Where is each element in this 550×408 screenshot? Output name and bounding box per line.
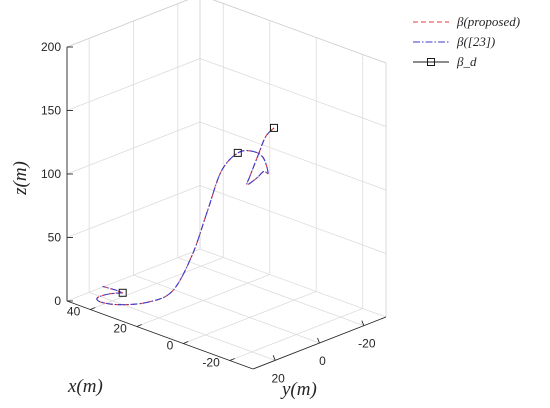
pane-edge — [212, 0, 387, 64]
z-tick-label: 200 — [41, 40, 61, 54]
transient-line-ref23 — [102, 285, 123, 294]
desired-marker — [270, 123, 278, 132]
x-axis-label: x(m) — [67, 376, 103, 397]
wall-x-gridline-horizontal — [66, 58, 201, 111]
y-tick-label: 20 — [271, 371, 285, 385]
desired-marker — [118, 288, 127, 297]
wall-y-gridline-horizontal — [199, 58, 387, 127]
floor-gridline-y — [133, 274, 320, 344]
z-tick-label: 100 — [41, 167, 61, 181]
wall-x-gridline-horizontal — [66, 248, 201, 302]
wall-x-gridline-horizontal — [66, 121, 201, 175]
y-tick-label: 0 — [319, 354, 326, 368]
x-axis-line — [66, 300, 254, 370]
x-tick — [183, 341, 189, 344]
x-tick — [229, 358, 235, 361]
x-tick — [90, 307, 96, 310]
labels-layer: x(m) y(m) z(m) — [10, 161, 317, 400]
floor-gridline-y — [177, 257, 364, 327]
data-layer — [96, 123, 278, 306]
z-tick-label: 0 — [54, 294, 61, 308]
y-tick — [317, 337, 320, 344]
legend: β(proposed) β([23]) β_d — [413, 14, 520, 69]
floor-gridline-y — [89, 291, 276, 361]
wall-y-gridline-horizontal — [199, 185, 387, 254]
wall-y-gridline-horizontal — [199, 121, 387, 191]
x-tick-label: -20 — [202, 356, 220, 370]
y-tick-label: -20 — [358, 337, 376, 351]
x-tick — [136, 324, 142, 327]
wall-x-gridline-horizontal — [66, 185, 201, 238]
z-tick-label: 50 — [48, 231, 62, 245]
legend-label-desired: β_d — [456, 54, 477, 69]
series-line-1 — [96, 127, 275, 306]
wall-y-gridline-horizontal — [199, 248, 387, 318]
x-tick-label: 40 — [67, 305, 81, 319]
y-tick — [361, 320, 365, 326]
x-tick-label: 0 — [167, 339, 174, 353]
legend-marker-desired — [427, 58, 435, 66]
x-tick-label: 20 — [113, 322, 127, 336]
y-tick — [272, 355, 276, 361]
grid-layer — [66, 0, 387, 369]
pane-edge — [66, 0, 189, 48]
legend-label-ref23: β([23]) — [456, 34, 495, 49]
z-tick-label: 150 — [41, 104, 61, 118]
back-wall-y — [200, 0, 386, 317]
z-axis-label: z(m) — [10, 161, 31, 196]
desired-marker — [233, 148, 242, 157]
legend-label-proposed: β(proposed) — [456, 14, 520, 29]
y-axis-label: y(m) — [280, 379, 317, 400]
